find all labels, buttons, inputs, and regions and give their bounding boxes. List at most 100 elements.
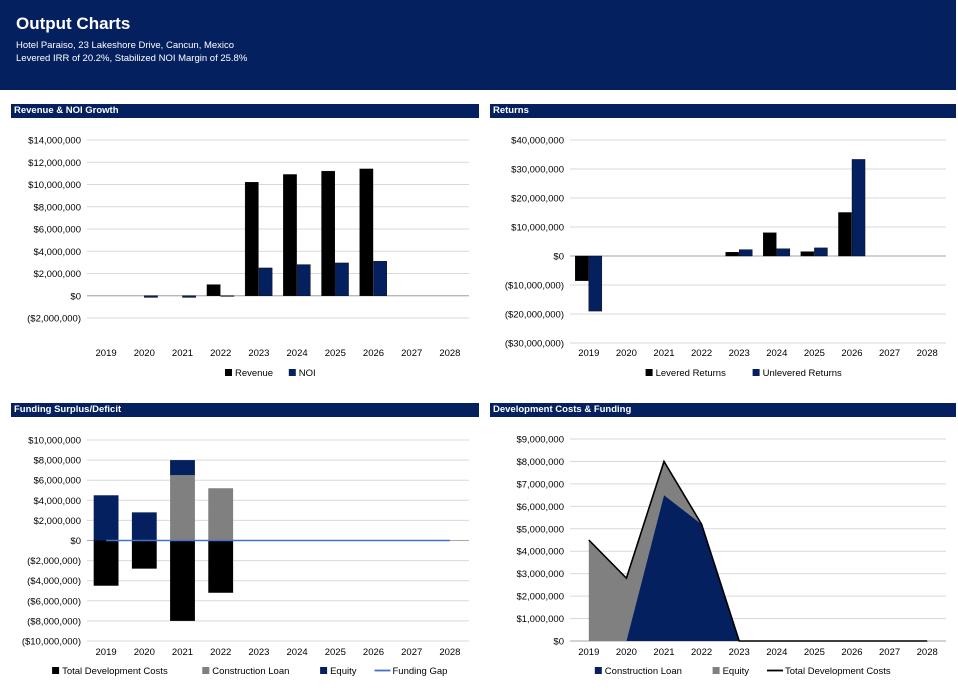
y-tick-label: $1,000,000: [516, 614, 564, 625]
development-costs-chart: Development Costs & Funding $0 $1,000,000…: [490, 403, 956, 687]
x-tick-label: 2022: [691, 647, 712, 658]
y-tick-label: ($2,000,000): [27, 314, 81, 325]
bar-revenue: [206, 284, 221, 296]
legend-label: Construction Loan: [605, 666, 682, 677]
bar-unlevered-returns: [588, 255, 603, 312]
y-tick-label: ($8,000,000): [27, 616, 81, 627]
legend-swatch: [288, 369, 296, 376]
bar-levered-returns: [725, 252, 739, 257]
bar-noi: [373, 261, 387, 296]
revenue-noi-plot: ($2,000,000) $0 $2,000,000 $4,000,000 $6,000…: [27, 136, 469, 379]
x-tick-label: 2027: [879, 647, 900, 658]
bar-equity: [93, 495, 119, 541]
x-tick-label: 2025: [804, 647, 825, 658]
legend-label: Levered Returns: [656, 368, 726, 379]
chart-title: Returns: [490, 104, 956, 118]
page-title: Output Charts: [16, 14, 131, 33]
y-tick-label: $4,000,000: [33, 496, 81, 507]
revenue-noi-chart: Revenue & NOI Growth ($2,000,000) $0 $2,00…: [11, 104, 479, 386]
x-tick-label: 2019: [578, 348, 599, 359]
returns-chart: Returns ($30,000,000) ($20,000,000) ($10,0…: [490, 104, 956, 386]
bar-levered-returns: [838, 212, 852, 257]
report-header: Output Charts Hotel Paraiso, 23 Lakeshor…: [0, 0, 956, 90]
legend-label: Funding Gap: [393, 666, 448, 677]
legend-swatch: [320, 667, 328, 674]
bar-equity: [131, 512, 157, 541]
x-tick-label: 2028: [917, 348, 938, 359]
y-tick-label: $4,000,000: [33, 247, 81, 258]
bar-noi: [258, 267, 273, 296]
y-tick-label: ($30,000,000): [505, 339, 564, 350]
x-tick-label: 2022: [210, 348, 231, 359]
area-construction-loan: [588, 495, 928, 641]
x-tick-label: 2019: [96, 348, 117, 359]
legend-label: Revenue: [235, 368, 273, 379]
legend-label: Total Development Costs: [62, 666, 168, 677]
x-tick-label: 2023: [729, 348, 750, 359]
bar-noi: [296, 264, 311, 296]
y-tick-label: ($10,000,000): [22, 637, 81, 648]
y-tick-label: $14,000,000: [28, 136, 81, 147]
chart-title: Development Costs & Funding: [490, 403, 956, 417]
x-tick-label: 2026: [841, 647, 862, 658]
legend-swatch: [594, 667, 602, 674]
x-tick-label: 2026: [841, 348, 862, 359]
legend-label: Unlevered Returns: [763, 368, 842, 379]
x-tick-label: 2025: [325, 647, 346, 658]
funding-surplus-plot: ($10,000,000) ($8,000,000) ($6,000,000) ($4…: [22, 436, 469, 677]
funding-surplus-chart: Funding Surplus/Deficit ($10,000,000) ($8…: [11, 403, 479, 687]
bar-unlevered-returns: [851, 159, 866, 257]
x-tick-label: 2027: [401, 647, 422, 658]
x-tick-label: 2021: [653, 348, 674, 359]
x-tick-label: 2023: [729, 647, 750, 658]
x-tick-label: 2027: [401, 348, 422, 359]
x-tick-label: 2020: [134, 348, 155, 359]
y-tick-label: $10,000,000: [28, 180, 81, 191]
legend-label: Equity: [330, 666, 357, 677]
bar-unlevered-returns: [776, 248, 791, 257]
legend-label: Total Development Costs: [785, 666, 891, 677]
x-tick-label: 2025: [804, 348, 825, 359]
x-tick-label: 2020: [134, 647, 155, 658]
x-tick-label: 2028: [439, 647, 460, 658]
x-tick-label: 2026: [363, 647, 384, 658]
y-tick-label: $8,000,000: [33, 456, 81, 467]
y-tick-label: $2,000,000: [33, 269, 81, 280]
x-tick-label: 2025: [325, 348, 346, 359]
chart-title: Funding Surplus/Deficit: [11, 403, 479, 417]
y-tick-label: $20,000,000: [511, 194, 564, 205]
y-tick-label: ($6,000,000): [27, 596, 81, 607]
x-tick-label: 2024: [766, 647, 787, 658]
bar-noi: [220, 295, 235, 297]
legend-swatch: [52, 667, 60, 674]
legend-swatch: [645, 369, 653, 376]
x-tick-label: 2019: [578, 647, 599, 658]
legend-swatch: [225, 369, 232, 376]
bar-equity: [170, 460, 195, 476]
legend-label: Construction Loan: [212, 666, 289, 677]
x-tick-label: 2021: [172, 348, 193, 359]
y-tick-label: $0: [553, 252, 564, 263]
line-total-development-costs: [588, 459, 928, 642]
legend-swatch: [202, 667, 210, 674]
x-tick-label: 2024: [766, 348, 787, 359]
chart-title: Revenue & NOI Growth: [11, 104, 479, 118]
y-tick-label: $6,000,000: [516, 502, 564, 513]
bar-total-development-costs: [93, 540, 119, 586]
x-tick-label: 2022: [210, 647, 231, 658]
y-tick-label: ($4,000,000): [27, 576, 81, 587]
x-tick-label: 2024: [287, 647, 308, 658]
x-tick-label: 2027: [879, 348, 900, 359]
y-tick-label: $6,000,000: [33, 476, 81, 487]
y-tick-label: $0: [553, 637, 564, 648]
y-tick-label: $9,000,000: [516, 435, 564, 446]
y-tick-label: $0: [70, 536, 81, 547]
y-tick-label: $8,000,000: [33, 202, 81, 213]
bar-construction-loan: [170, 475, 195, 541]
bar-unlevered-returns: [814, 247, 828, 257]
x-tick-label: 2023: [248, 647, 269, 658]
bar-noi: [182, 295, 196, 298]
bar-total-development-costs: [170, 540, 195, 621]
x-tick-label: 2020: [616, 647, 637, 658]
bar-noi: [335, 262, 349, 296]
